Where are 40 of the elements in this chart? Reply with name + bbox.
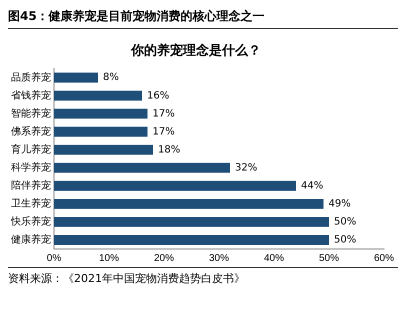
x-tick-label: 20% — [154, 252, 174, 264]
x-tick-label: 30% — [208, 252, 230, 264]
data-label: 32% — [235, 162, 258, 174]
bar — [54, 235, 329, 245]
data-label: 16% — [147, 90, 170, 102]
data-label: 17% — [152, 108, 175, 120]
y-tick-label: 品质养宠 — [11, 71, 51, 84]
bar — [54, 90, 142, 101]
y-tick-label: 育儿养宠 — [11, 144, 51, 156]
bar — [54, 180, 296, 191]
y-tick-label: 省钱养宠 — [11, 89, 51, 102]
chart-title: 图45：健康养宠是目前宠物消费的核心理念之一 — [8, 8, 398, 29]
y-tick-label: 健康养宠 — [11, 234, 51, 246]
data-label: 44% — [301, 180, 324, 192]
x-tick-label: 50% — [318, 252, 340, 264]
x-tick-label: 0% — [46, 252, 62, 264]
y-tick-label: 陪伴养宠 — [11, 180, 51, 192]
bar — [54, 198, 324, 209]
text: 资料来源：《2021年中国宠物消费趋势白皮书》 — [8, 271, 246, 286]
bar — [54, 144, 153, 155]
data-label: 8% — [103, 72, 119, 84]
bar — [54, 72, 98, 83]
data-label: 50% — [334, 234, 356, 246]
bar — [54, 126, 148, 137]
data-label: 49% — [328, 198, 351, 210]
y-tick-label: 卫生养宠 — [11, 198, 51, 210]
x-tick-label: 60% — [374, 252, 394, 264]
y-tick-label: 智能养宠 — [11, 107, 51, 120]
bar — [54, 108, 148, 119]
y-tick-label: 佛系养宠 — [11, 125, 51, 138]
data-label: 50% — [334, 216, 356, 228]
data-label: 17% — [152, 126, 175, 138]
bar — [54, 162, 230, 173]
y-tick-label: 科学养宠 — [11, 162, 51, 174]
data-label: 18% — [158, 144, 180, 156]
x-tick-label: 10% — [98, 252, 120, 264]
y-tick-label: 快乐养宠 — [10, 216, 51, 228]
bar — [54, 216, 329, 227]
chart-subtitle: 你的养宠理念是什么？ — [130, 42, 261, 58]
x-tick-label: 40% — [264, 252, 284, 264]
